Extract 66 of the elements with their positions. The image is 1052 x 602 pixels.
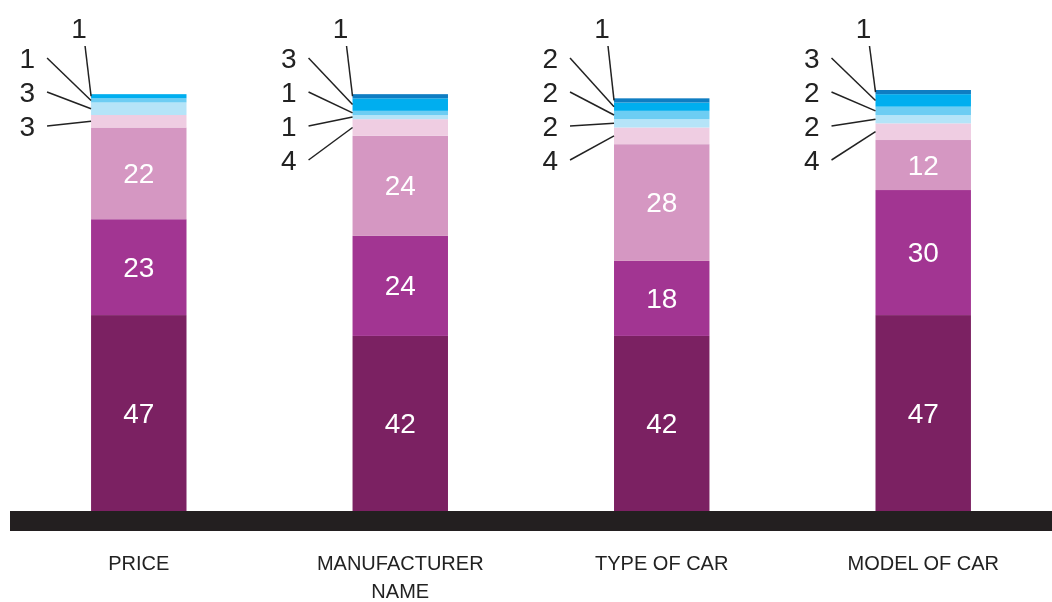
data-label: 42 [646,407,678,439]
data-label: 24 [384,170,416,202]
data-label: 1 [280,76,297,108]
bar [91,98,187,103]
data-label: 4 [280,144,297,176]
bar [875,140,971,191]
x-tick-label: MANUFACTURER NAME [316,552,484,602]
data-label: 47 [123,397,155,429]
bar [352,115,448,120]
bar [614,102,710,111]
data-label: 1 [280,110,297,142]
data-label: 1 [71,12,87,44]
data-label: 47 [907,397,939,429]
data-label: 1 [19,42,36,74]
x-tick-label: MODEL OF CAR [847,552,999,574]
bar [614,119,710,128]
data-label: 2 [803,110,820,142]
bar [352,94,448,99]
data-label: 23 [123,251,155,283]
data-label: 3 [19,76,36,108]
bar [91,115,187,128]
data-label: 42 [384,407,416,439]
bar [91,94,187,99]
bar [614,144,710,261]
bar [352,235,448,336]
bar [875,315,971,511]
x-tick-label: PRICE [108,552,170,574]
data-label: 4 [542,144,559,176]
bar [614,127,710,145]
bar [875,90,971,95]
data-label: 4 [803,144,820,176]
data-label: 3 [803,42,820,74]
bar [352,119,448,136]
data-label: 12 [907,149,939,181]
data-label: 1 [332,12,349,44]
data-label: 2 [542,110,559,142]
x-tick-label: TYPE OF CAR [595,552,729,574]
data-label: 18 [646,282,678,314]
data-label: 24 [384,270,416,302]
data-label: 30 [907,237,939,269]
bar [352,110,448,116]
data-label: 3 [280,42,297,74]
bar [875,123,971,141]
data-label: 28 [646,187,678,219]
data-label: 1 [855,12,872,44]
bar [614,335,710,511]
data-label: 2 [542,76,559,108]
bar [352,98,448,111]
bar [875,190,971,316]
data-label: 3 [19,110,36,142]
bar [352,335,448,511]
data-label: 2 [803,76,820,108]
data-label: 2 [542,42,559,74]
bar [614,260,710,336]
bar [91,315,187,511]
data-label: 22 [123,157,155,189]
bar [91,127,187,220]
data-label: 1 [594,12,610,44]
bar [875,94,971,107]
bar [352,135,448,236]
bar [91,219,187,316]
bar [875,106,971,116]
bar [91,102,187,116]
bar [614,110,710,120]
bar [614,98,710,103]
bar [875,115,971,124]
